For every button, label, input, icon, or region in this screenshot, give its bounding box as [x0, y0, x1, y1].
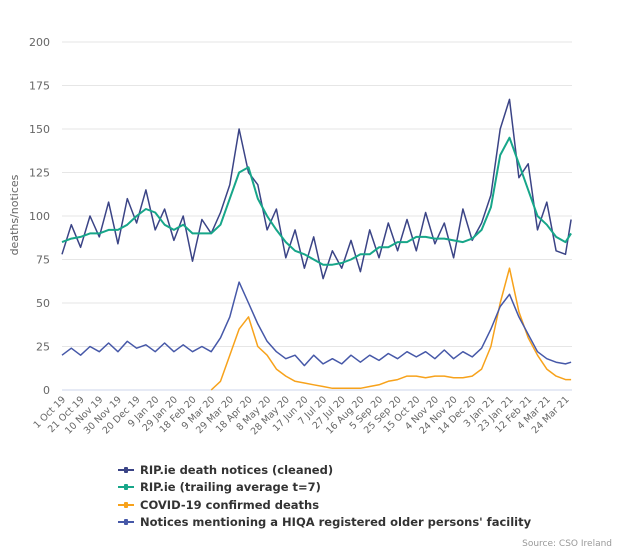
legend-label: RIP.ie death notices (cleaned) [140, 462, 334, 477]
source-credit: Source: CSO Ireland [522, 539, 612, 549]
series-line-1[interactable] [61, 136, 572, 266]
legend-label: COVID-19 confirmed deaths [140, 497, 320, 512]
y-tick-label: 125 [29, 167, 50, 180]
legend-marker [118, 466, 134, 473]
y-tick-label: 25 [36, 341, 50, 354]
y-tick-label: 200 [29, 36, 50, 49]
legend-item-covid-deaths[interactable]: COVID-19 confirmed deaths [118, 496, 531, 514]
legend-marker [118, 519, 134, 526]
legend-marker [118, 501, 134, 508]
series-line-2[interactable] [210, 267, 572, 391]
series-line-0[interactable] [61, 98, 572, 280]
y-axis-title: deaths/notices [8, 174, 21, 255]
y-tick-label: 100 [29, 210, 50, 223]
legend-label: Notices mentioning a HIQA registered old… [140, 515, 532, 530]
legend: RIP.ie death notices (cleaned) RIP.ie (t… [118, 461, 531, 531]
series-lines [61, 98, 572, 391]
legend-item-rip-notices[interactable]: RIP.ie death notices (cleaned) [118, 461, 531, 479]
y-tick-label: 175 [29, 80, 50, 93]
y-axis-labels: 0 25 50 75 100 125 150 175 200 [29, 36, 50, 397]
legend-label: RIP.ie (trailing average t=7) [140, 480, 321, 495]
legend-item-rip-average[interactable]: RIP.ie (trailing average t=7) [118, 479, 531, 497]
y-tick-label: 75 [36, 254, 50, 267]
y-tick-label: 150 [29, 123, 50, 136]
series-line-3[interactable] [61, 281, 572, 367]
legend-marker [118, 484, 134, 491]
y-tick-label: 50 [36, 297, 50, 310]
legend-item-hiqa-notices[interactable]: Notices mentioning a HIQA registered old… [118, 514, 531, 532]
y-tick-label: 0 [43, 384, 50, 397]
